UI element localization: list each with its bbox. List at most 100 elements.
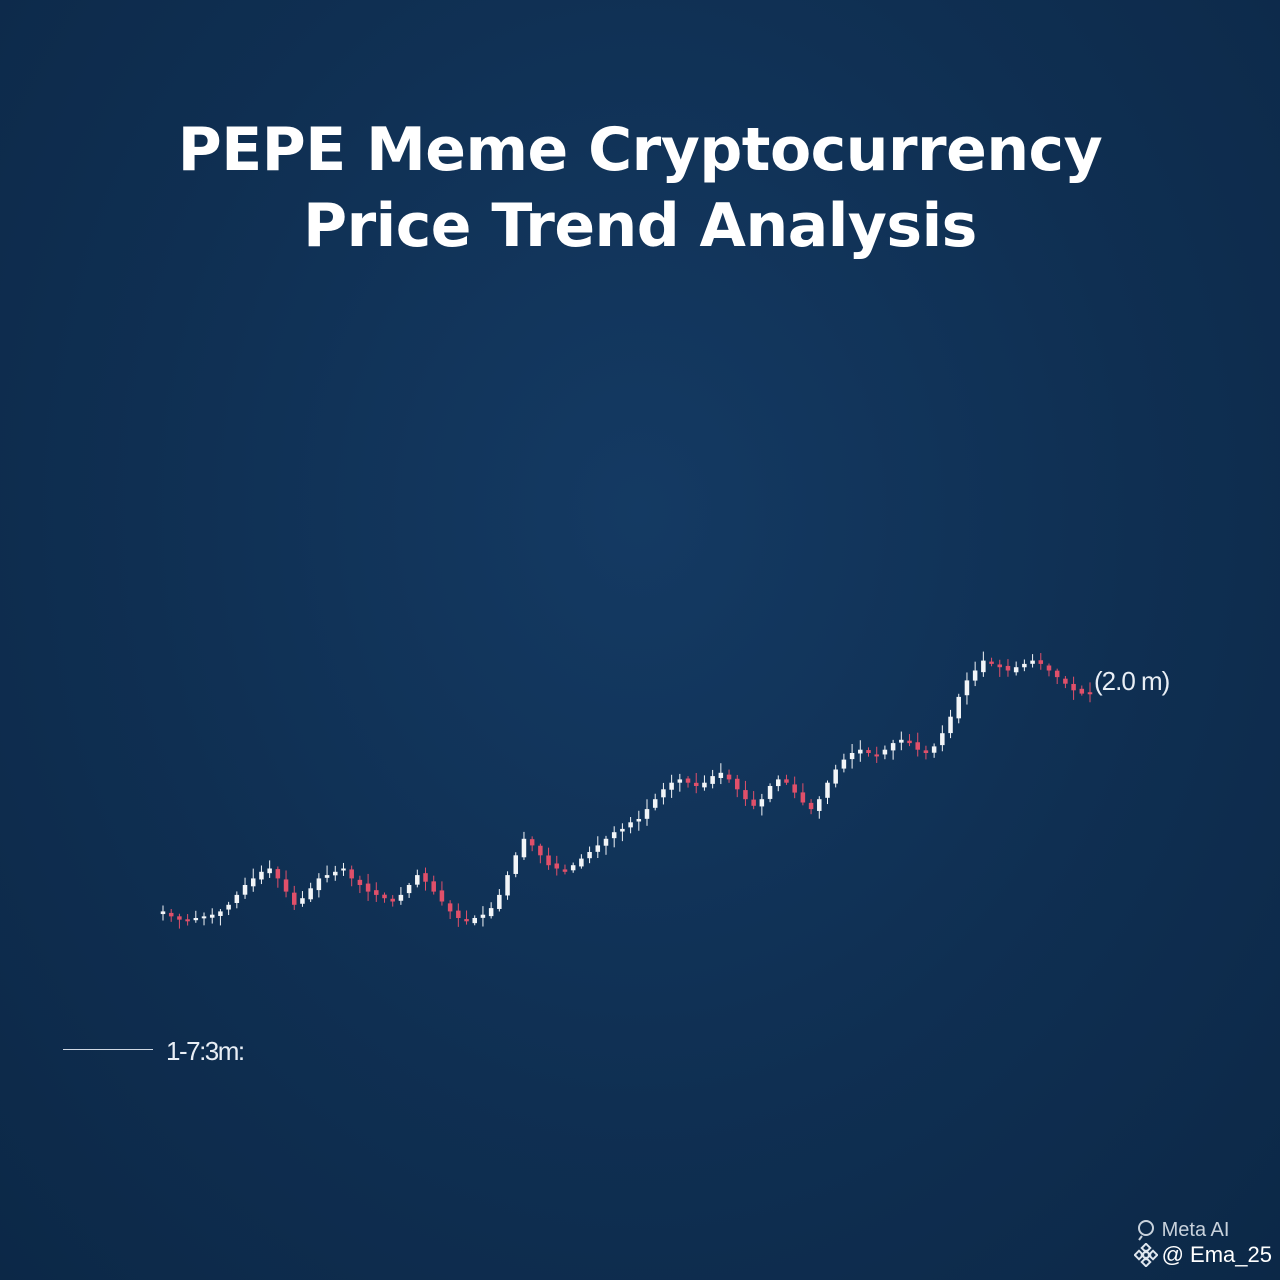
candle-body-up — [1022, 663, 1027, 668]
watermark-meta-line: Meta AI — [1134, 1218, 1272, 1242]
candle — [923, 745, 929, 760]
candle-body-up — [472, 918, 477, 924]
candle — [201, 912, 207, 926]
candle-body-down — [439, 890, 445, 902]
candle-body-up — [160, 911, 166, 915]
candle — [1063, 676, 1068, 689]
candle — [546, 847, 551, 870]
candle — [357, 875, 363, 894]
candle — [628, 817, 633, 834]
candle-body-down — [562, 869, 568, 872]
candle — [841, 753, 847, 773]
candle — [480, 906, 486, 927]
candle-body-down — [431, 881, 436, 892]
chart-title-line-1: PEPE Meme Cryptocurrency — [177, 115, 1103, 185]
candle-body-down — [1054, 670, 1060, 678]
candle — [193, 910, 199, 923]
candle-body-up — [497, 894, 502, 909]
candle-body-up — [948, 716, 953, 734]
candle-body-up — [825, 782, 830, 798]
candle — [940, 725, 945, 752]
candle-body-up — [702, 782, 707, 788]
candle — [997, 659, 1003, 677]
candle — [497, 889, 502, 912]
candle — [849, 744, 855, 769]
candle — [579, 854, 584, 869]
candle-body-up — [710, 776, 715, 784]
candle — [685, 776, 691, 788]
candle — [1038, 653, 1044, 670]
candle — [734, 774, 740, 798]
binance-icon — [1133, 1243, 1158, 1267]
candle-body-up — [341, 868, 346, 871]
candle-body-down — [349, 869, 354, 879]
candle — [324, 865, 330, 883]
candle-body-up — [201, 916, 207, 919]
candle — [661, 782, 666, 805]
candle-body-up — [981, 660, 986, 673]
candle-body-down — [685, 778, 691, 783]
candle-body-up — [267, 868, 272, 874]
candle — [800, 783, 806, 806]
candle-body-down — [1079, 688, 1085, 694]
candle — [817, 796, 822, 819]
candle-body-down — [374, 890, 379, 895]
candle — [472, 915, 477, 926]
candle — [669, 774, 674, 798]
candle-body-up — [521, 838, 527, 858]
candle-body-down — [177, 916, 182, 920]
candle — [292, 885, 297, 910]
candle — [456, 903, 461, 927]
watermark: Meta AI @ Ema_25 — [1133, 1218, 1272, 1268]
candle-body-up — [333, 871, 338, 876]
candle-body-up — [1030, 660, 1035, 664]
candle-body-up — [890, 743, 896, 751]
candle-body-down — [923, 750, 929, 753]
candle — [447, 900, 453, 919]
candle-body-up — [505, 875, 510, 896]
candle-body-up — [570, 865, 576, 871]
candle — [603, 835, 609, 855]
candle-body-down — [800, 792, 806, 803]
candle — [874, 746, 879, 763]
candle-body-down — [693, 782, 699, 786]
candle-body-down — [529, 839, 535, 846]
candle — [833, 764, 838, 788]
candle-body-up — [858, 749, 863, 754]
candle — [636, 810, 642, 831]
candle — [431, 875, 436, 895]
candle — [505, 871, 510, 900]
candle — [562, 864, 568, 875]
candle — [242, 877, 248, 899]
candle — [620, 823, 625, 842]
candle-body-down — [168, 912, 174, 917]
candle — [866, 747, 871, 757]
meta-ai-icon — [1137, 1220, 1154, 1241]
candle — [611, 826, 617, 848]
candle — [989, 657, 994, 667]
candle — [981, 651, 986, 677]
candle-body-down — [792, 784, 797, 793]
candle — [776, 775, 781, 792]
candle — [792, 776, 797, 799]
candle-body-up — [234, 894, 240, 903]
candle — [464, 910, 469, 925]
candle-body-down — [997, 664, 1003, 668]
candle — [1013, 661, 1019, 676]
candle-body-down — [915, 742, 920, 750]
candle-body-down — [275, 869, 281, 879]
candle-body-up — [652, 799, 658, 808]
candle-body-up — [620, 828, 625, 832]
candle-body-up — [300, 898, 305, 904]
candle-body-down — [907, 740, 912, 744]
candle-body-up — [767, 786, 773, 799]
candle — [693, 773, 699, 794]
candle — [915, 732, 920, 757]
candle-body-down — [292, 892, 297, 905]
candle — [767, 783, 773, 803]
candle — [1030, 654, 1035, 668]
candle-body-up — [972, 670, 978, 681]
candle-body-down — [382, 894, 387, 899]
candle-body-down — [546, 855, 551, 866]
candle-body-up — [661, 789, 666, 798]
